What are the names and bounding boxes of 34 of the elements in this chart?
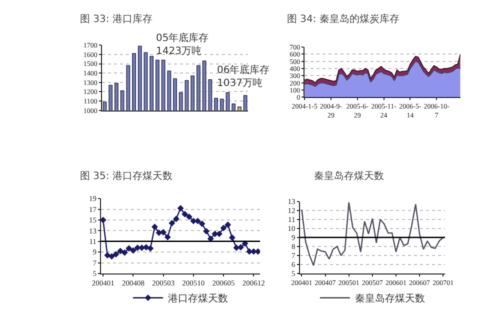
chart-title: 图 34: 秦皇岛的煤炭库存 <box>287 13 400 25</box>
point <box>104 252 111 259</box>
annotation: 05年底库存 1423万吨 <box>156 32 209 57</box>
point <box>254 248 260 255</box>
point <box>220 224 227 232</box>
point <box>228 234 236 241</box>
point <box>198 220 206 227</box>
legend-label: 秦皇岛存煤天数 <box>354 292 425 305</box>
point <box>147 245 154 252</box>
annotation: 06年底库存 1037万吨 <box>217 64 270 89</box>
point <box>164 234 171 240</box>
point <box>100 216 106 224</box>
point <box>182 210 188 218</box>
point <box>112 250 120 258</box>
legend-label: 港口存煤天数 <box>168 292 228 305</box>
point <box>138 244 146 252</box>
point <box>172 216 180 222</box>
chart-title: 图 35: 港口存煤天数 <box>80 170 172 182</box>
point <box>121 249 128 256</box>
point <box>160 229 167 236</box>
chart-title: 秦皇岛存煤天数 <box>314 170 384 182</box>
point <box>126 245 132 252</box>
point <box>186 214 192 220</box>
point <box>151 224 158 230</box>
point <box>203 228 210 234</box>
chart-title: 图 33: 港口库存 <box>80 13 152 25</box>
point <box>108 253 115 260</box>
point <box>130 247 136 254</box>
point <box>237 244 244 250</box>
point <box>168 220 176 226</box>
point <box>224 222 232 228</box>
line-series <box>301 202 444 266</box>
point <box>233 244 240 252</box>
point <box>177 204 184 212</box>
